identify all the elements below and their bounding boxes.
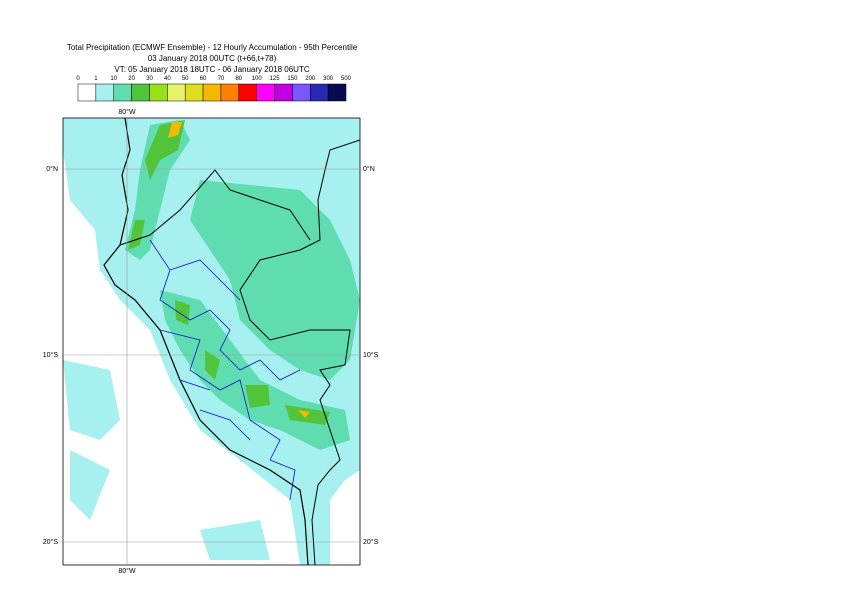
legend-swatch — [149, 83, 168, 102]
lat-label: 20°S — [363, 538, 379, 546]
valid-time: VT: 05 January 2018 18UTC - 06 January 2… — [114, 65, 309, 74]
legend-label: 50 — [182, 76, 189, 82]
legend-swatch — [274, 83, 293, 102]
legend-label: 1 — [94, 76, 98, 82]
region-border — [149, 239, 301, 501]
legend-label: 0 — [76, 76, 80, 82]
legend-swatch — [131, 83, 150, 102]
lat-label: 0°N — [46, 165, 58, 173]
map: 80°W 80°W 0°N 0°N 10°S 10°S 20°S 20°S — [43, 108, 379, 575]
legend-swatch — [202, 83, 222, 102]
legend-label: 20 — [128, 76, 135, 82]
legend-label: 125 — [270, 76, 281, 82]
legend-label: 80 — [235, 76, 242, 82]
legend-label: 300 — [323, 76, 334, 82]
legend-swatch — [327, 83, 347, 102]
lat-label: 10°S — [363, 351, 379, 359]
legend-label: 150 — [287, 76, 298, 82]
coastline — [103, 118, 309, 565]
legend-swatch — [238, 83, 257, 102]
lat-label: 0°N — [363, 165, 375, 173]
lat-label: 20°S — [43, 538, 59, 546]
title: Total Precipitation (ECMWF Ensemble) - 1… — [67, 43, 358, 52]
country-border — [119, 139, 360, 565]
lon-label: 80°W — [118, 567, 136, 575]
lat-label: 10°S — [43, 351, 59, 359]
legend-label: 100 — [252, 76, 263, 82]
legend-swatch — [113, 83, 132, 102]
legend-swatch — [95, 83, 114, 102]
legend-swatch — [77, 83, 97, 102]
legend-swatch — [220, 83, 240, 102]
legend-label: 500 — [341, 76, 352, 82]
lon-label: 80°W — [118, 108, 136, 116]
legend-label: 60 — [200, 76, 207, 82]
subtitle: 03 January 2018 00UTC (t+66,t+78) — [148, 54, 277, 63]
legend-label: 30 — [146, 76, 153, 82]
legend-label: 200 — [305, 76, 316, 82]
legend-swatch — [292, 83, 311, 102]
legend-swatch — [184, 83, 204, 102]
legend-label: 70 — [218, 76, 225, 82]
legend-label: 40 — [164, 76, 171, 82]
legend: 0 1 10 20 30 40 50 60 70 80 100 125 150 200 300 500 — [76, 76, 352, 102]
legend-swatch — [310, 83, 329, 102]
precip-light — [63, 360, 270, 560]
map-frame — [62, 117, 361, 566]
legend-swatch — [256, 83, 275, 102]
graticule — [63, 118, 360, 565]
legend-swatch — [167, 83, 186, 102]
legend-label: 10 — [110, 76, 117, 82]
